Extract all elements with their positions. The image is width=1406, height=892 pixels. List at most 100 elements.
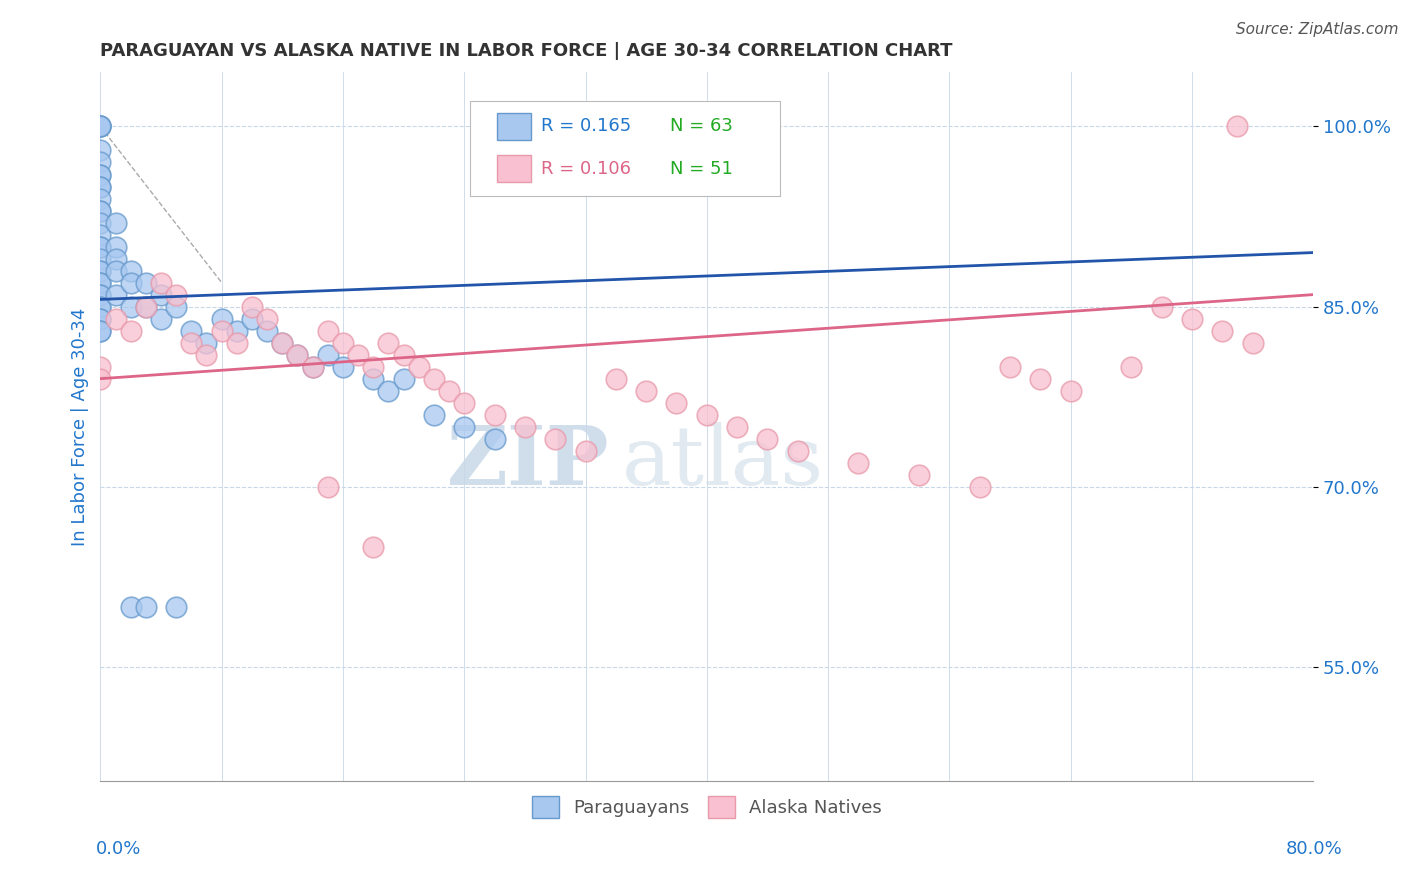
Point — [423, 372, 446, 386]
Point — [225, 335, 247, 350]
Point — [104, 311, 127, 326]
Text: R = 0.165: R = 0.165 — [541, 117, 631, 136]
Point — [135, 300, 157, 314]
Point — [1226, 120, 1249, 134]
Point — [89, 168, 111, 182]
Point — [150, 287, 173, 301]
Point — [1181, 311, 1204, 326]
Text: PARAGUAYAN VS ALASKA NATIVE IN LABOR FORCE | AGE 30-34 CORRELATION CHART: PARAGUAYAN VS ALASKA NATIVE IN LABOR FOR… — [100, 42, 953, 60]
Point — [377, 335, 399, 350]
Text: atlas: atlas — [621, 422, 824, 502]
Point — [969, 480, 991, 494]
Point — [89, 300, 111, 314]
Point — [165, 599, 187, 614]
Point — [89, 203, 111, 218]
Point — [287, 348, 309, 362]
Point — [89, 276, 111, 290]
Point — [998, 359, 1021, 374]
Point — [301, 359, 323, 374]
Point — [332, 359, 354, 374]
Point — [104, 239, 127, 253]
Point — [104, 215, 127, 229]
Point — [225, 324, 247, 338]
Bar — [496, 112, 531, 140]
Point — [120, 300, 142, 314]
Point — [120, 276, 142, 290]
Point — [89, 287, 111, 301]
Point — [89, 359, 111, 374]
Point — [89, 203, 111, 218]
Point — [135, 599, 157, 614]
Point — [453, 419, 475, 434]
Point — [89, 179, 111, 194]
Point — [150, 311, 173, 326]
Point — [89, 155, 111, 169]
FancyBboxPatch shape — [470, 101, 779, 196]
Text: R = 0.106: R = 0.106 — [541, 160, 631, 178]
Point — [347, 348, 370, 362]
Point — [271, 335, 294, 350]
Point — [361, 540, 384, 554]
Point — [180, 335, 202, 350]
Text: N = 51: N = 51 — [671, 160, 734, 178]
Point — [89, 120, 111, 134]
Point — [256, 324, 278, 338]
Point — [423, 408, 446, 422]
Point — [89, 276, 111, 290]
Point — [89, 179, 111, 194]
Point — [392, 372, 415, 386]
Point — [180, 324, 202, 338]
Point — [332, 335, 354, 350]
Point — [89, 287, 111, 301]
Point — [89, 168, 111, 182]
Point — [316, 480, 339, 494]
Point — [89, 324, 111, 338]
Point — [544, 432, 567, 446]
Point — [271, 335, 294, 350]
Point — [89, 239, 111, 253]
Point — [135, 276, 157, 290]
Point — [135, 300, 157, 314]
Point — [89, 227, 111, 242]
Point — [377, 384, 399, 398]
Point — [104, 287, 127, 301]
Legend: Paraguayans, Alaska Natives: Paraguayans, Alaska Natives — [524, 789, 889, 825]
Point — [316, 348, 339, 362]
Point — [392, 348, 415, 362]
Point — [1211, 324, 1233, 338]
Text: 80.0%: 80.0% — [1286, 840, 1343, 858]
Point — [89, 120, 111, 134]
Point — [636, 384, 658, 398]
Point — [287, 348, 309, 362]
Point — [484, 432, 506, 446]
Point — [437, 384, 460, 398]
Text: 0.0%: 0.0% — [96, 840, 141, 858]
Point — [1241, 335, 1264, 350]
Point — [1150, 300, 1173, 314]
Point — [89, 311, 111, 326]
Point — [408, 359, 430, 374]
Text: Source: ZipAtlas.com: Source: ZipAtlas.com — [1236, 22, 1399, 37]
Point — [316, 324, 339, 338]
Point — [696, 408, 718, 422]
Point — [240, 300, 263, 314]
Point — [786, 443, 808, 458]
Point — [89, 311, 111, 326]
Point — [120, 324, 142, 338]
Point — [1060, 384, 1083, 398]
Point — [453, 395, 475, 409]
Point — [665, 395, 688, 409]
Point — [195, 335, 218, 350]
Point — [574, 443, 596, 458]
Point — [89, 263, 111, 277]
Point — [361, 359, 384, 374]
Point — [104, 252, 127, 266]
Point — [165, 287, 187, 301]
Point — [756, 432, 779, 446]
Point — [89, 120, 111, 134]
Point — [513, 419, 536, 434]
Point — [605, 372, 627, 386]
Point — [89, 120, 111, 134]
Bar — [496, 155, 531, 182]
Point — [120, 263, 142, 277]
